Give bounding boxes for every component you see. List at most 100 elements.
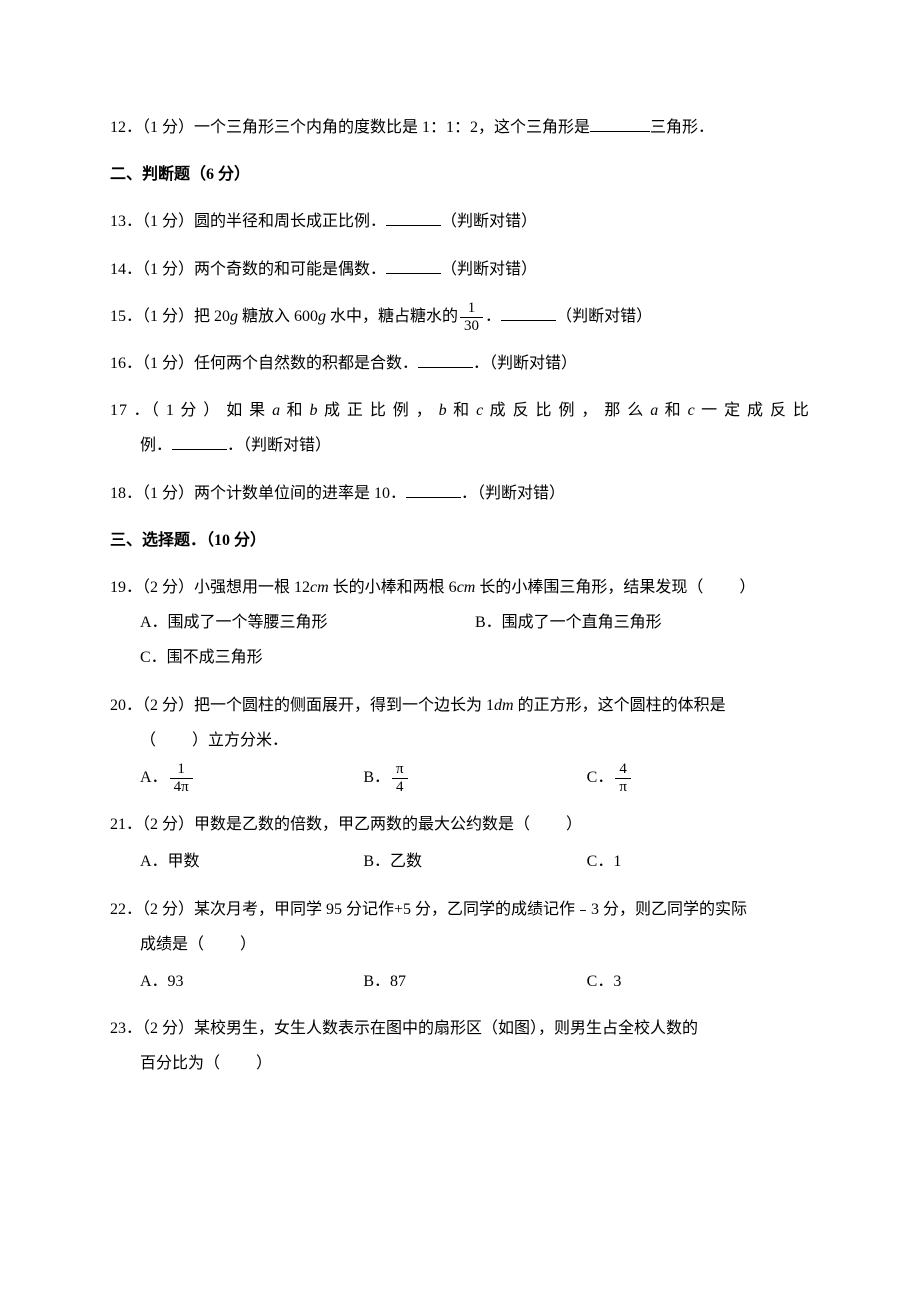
unit-cm: cm bbox=[310, 579, 329, 596]
question-23: 23．（2 分）某校男生，女生人数表示在图中的扇形区（如图），则男生占全校人数的… bbox=[110, 1011, 810, 1081]
blank bbox=[406, 482, 461, 498]
q19-options-row1: A．围成了一个等腰三角形 B．围成了一个直角三角形 bbox=[110, 605, 810, 640]
q22-line1: 22．（2 分）某次月考，甲同学 95 分记作+5 分，乙同学的成绩记作﹣3 分… bbox=[110, 892, 810, 927]
q15-text-c: 水中，糖占糖水的 bbox=[326, 308, 458, 325]
q20-text-c: （ bbox=[140, 732, 156, 749]
q17-text-i: ．（判断对错） bbox=[227, 437, 331, 454]
var-c: c bbox=[688, 402, 696, 419]
q14-text-a: 14．（1 分）两个奇数的和可能是偶数． bbox=[110, 261, 386, 278]
q23-text-c: ） bbox=[256, 1055, 272, 1072]
q17-text-f: 和 bbox=[659, 402, 687, 419]
q21-text-a: 21．（2 分）甲数是乙数的倍数，甲乙两数的最大公约数是（ bbox=[110, 816, 530, 833]
q20-text-b: 的正方形，这个圆柱的体积是 bbox=[514, 697, 726, 714]
option-a: A．14π bbox=[140, 760, 363, 795]
q18-text-b: ．（判断对错） bbox=[461, 485, 565, 502]
fraction-a: 14π bbox=[170, 761, 193, 795]
q22-options: A．93 B．87 C．3 bbox=[110, 964, 810, 999]
question-13: 13．（1 分）圆的半径和周长成正比例． （判断对错） bbox=[110, 204, 810, 239]
q14-text-b: （判断对错） bbox=[441, 261, 537, 278]
q15-text-d: ． bbox=[485, 308, 501, 325]
var-c: c bbox=[476, 402, 484, 419]
section-3-header: 三、选择题．（10 分） bbox=[110, 523, 810, 558]
fraction-c: 4π bbox=[615, 761, 631, 795]
q20-options: A．14π B．π4 C．4π bbox=[110, 760, 810, 795]
q17-text-e: 成 反 比 例 ， 那 么 bbox=[484, 402, 650, 419]
fraction-b: π4 bbox=[392, 761, 408, 795]
var-b: b bbox=[310, 402, 319, 419]
q20-text-a: 20．（2 分）把一个圆柱的侧面展开，得到一个边长为 1 bbox=[110, 697, 494, 714]
option-b: B．87 bbox=[363, 964, 586, 999]
q16-text-b: ．（判断对错） bbox=[473, 355, 577, 372]
q23-text-b: 百分比为（ bbox=[140, 1055, 220, 1072]
question-17: 17 ．（ 1 分 ） 如 果 a 和 b 成 正 比 例 ， b 和 c 成 … bbox=[110, 393, 810, 463]
blank bbox=[386, 210, 441, 226]
q17-text-b: 和 bbox=[281, 402, 309, 419]
q17-line1: 17 ．（ 1 分 ） 如 果 a 和 b 成 正 比 例 ， b 和 c 成 … bbox=[110, 393, 810, 428]
q21-options: A．甲数 B．乙数 C．1 bbox=[110, 844, 810, 879]
q17-text-a: 17 ．（ 1 分 ） 如 果 bbox=[110, 402, 272, 419]
q19-options-row2: C．围不成三角形 bbox=[110, 640, 810, 675]
question-14: 14．（1 分）两个奇数的和可能是偶数． （判断对错） bbox=[110, 252, 810, 287]
var-a: a bbox=[272, 402, 281, 419]
q20-text-d: ）立方分米． bbox=[192, 732, 288, 749]
question-15: 15．（1 分）把 20g 糖放入 600g 水中，糖占糖水的130．（判断对错… bbox=[110, 299, 810, 334]
option-a: A．甲数 bbox=[140, 844, 363, 879]
q23-line1: 23．（2 分）某校男生，女生人数表示在图中的扇形区（如图），则男生占全校人数的 bbox=[110, 1011, 810, 1046]
question-12: 12．（1 分）一个三角形三个内角的度数比是 1：1：2，这个三角形是 三角形． bbox=[110, 110, 810, 145]
q19-text-b: 长的小棒和两根 6 bbox=[329, 579, 457, 596]
q16-text-a: 16．（1 分）任何两个自然数的积都是合数． bbox=[110, 355, 418, 372]
q20-line2: （ ）立方分米． bbox=[110, 723, 810, 758]
unit-dm: dm bbox=[494, 697, 514, 714]
option-c: C．4π bbox=[587, 760, 810, 795]
q15-text-a: 15．（1 分）把 20 bbox=[110, 308, 230, 325]
option-b: B．乙数 bbox=[363, 844, 586, 879]
fraction-1-30: 130 bbox=[460, 300, 483, 334]
option-b: B．π4 bbox=[363, 760, 586, 795]
q17-text-h: 例． bbox=[140, 437, 172, 454]
q22-text-c: ） bbox=[240, 936, 256, 953]
var-b: b bbox=[439, 402, 448, 419]
section-2-header: 二、判断题（6 分） bbox=[110, 157, 810, 192]
q21-text-b: ） bbox=[566, 816, 582, 833]
blank bbox=[418, 352, 473, 368]
q13-text-b: （判断对错） bbox=[441, 213, 537, 230]
blank bbox=[590, 116, 650, 132]
question-20: 20．（2 分）把一个圆柱的侧面展开，得到一个边长为 1dm 的正方形，这个圆柱… bbox=[110, 688, 810, 796]
q12-text-b: 三角形． bbox=[650, 119, 714, 136]
question-22: 22．（2 分）某次月考，甲同学 95 分记作+5 分，乙同学的成绩记作﹣3 分… bbox=[110, 892, 810, 1000]
opt-b-label: B． bbox=[363, 769, 390, 786]
var-a: a bbox=[650, 402, 659, 419]
question-16: 16．（1 分）任何两个自然数的积都是合数． ．（判断对错） bbox=[110, 346, 810, 381]
opt-a-label: A． bbox=[140, 769, 168, 786]
q15-text-b: 糖放入 600 bbox=[238, 308, 318, 325]
option-c: C．3 bbox=[587, 964, 810, 999]
option-b: B．围成了一个直角三角形 bbox=[475, 605, 810, 640]
unit-cm: cm bbox=[457, 579, 476, 596]
option-a: A．围成了一个等腰三角形 bbox=[140, 605, 475, 640]
blank bbox=[501, 305, 556, 321]
q19-text-a: 19．（2 分）小强想用一根 12 bbox=[110, 579, 310, 596]
q19-text-d: ） bbox=[739, 579, 755, 596]
q12-text-a: 12．（1 分）一个三角形三个内角的度数比是 1：1：2，这个三角形是 bbox=[110, 119, 590, 136]
question-19: 19．（2 分）小强想用一根 12cm 长的小棒和两根 6cm 长的小棒围三角形… bbox=[110, 570, 810, 676]
unit-g: g bbox=[318, 308, 326, 325]
question-18: 18．（1 分）两个计数单位间的进率是 10． ．（判断对错） bbox=[110, 476, 810, 511]
q22-line2: 成绩是（ ） bbox=[110, 927, 810, 962]
blank bbox=[386, 258, 441, 274]
q19-text-c: 长的小棒围三角形，结果发现（ bbox=[475, 579, 703, 596]
q17-text-c: 成 正 比 例 ， bbox=[319, 402, 439, 419]
q17-line2: 例． ．（判断对错） bbox=[110, 428, 810, 463]
q17-text-d: 和 bbox=[448, 402, 476, 419]
q17-text-g: 一 定 成 反 比 bbox=[696, 402, 810, 419]
option-c: C．1 bbox=[587, 844, 810, 879]
opt-c-label: C． bbox=[587, 769, 614, 786]
q23-line2: 百分比为（ ） bbox=[110, 1046, 810, 1081]
question-21: 21．（2 分）甲数是乙数的倍数，甲乙两数的最大公约数是（ ） A．甲数 B．乙数… bbox=[110, 807, 810, 879]
q22-text-b: 成绩是（ bbox=[140, 936, 204, 953]
q15-text-e: （判断对错） bbox=[556, 308, 652, 325]
q13-text-a: 13．（1 分）圆的半径和周长成正比例． bbox=[110, 213, 386, 230]
unit-g: g bbox=[230, 308, 238, 325]
option-a: A．93 bbox=[140, 964, 363, 999]
q18-text-a: 18．（1 分）两个计数单位间的进率是 10． bbox=[110, 485, 406, 502]
blank bbox=[172, 434, 227, 450]
